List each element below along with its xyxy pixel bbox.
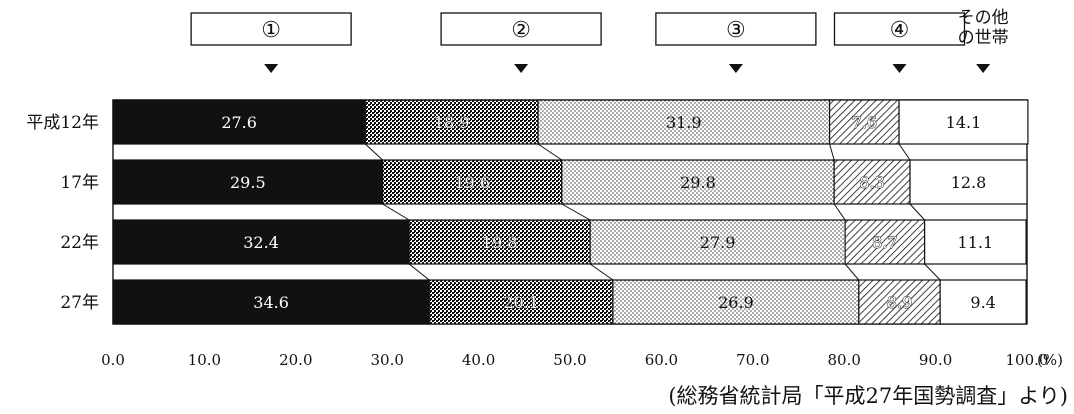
data-label: 27.6: [221, 113, 257, 132]
x-tick-label: 70.0: [736, 351, 769, 369]
legend-label: ①: [261, 18, 281, 43]
legend-label: その他: [958, 8, 1009, 28]
bar-segment: [589, 219, 846, 265]
connector-line: [898, 143, 911, 161]
legend-label: ③: [726, 18, 746, 43]
data-label: 19.6: [454, 173, 490, 192]
data-label: 14.1: [946, 113, 982, 132]
x-tick-label: 10.0: [188, 351, 221, 369]
legend-arrow: [892, 64, 907, 73]
legend-arrow: [976, 64, 991, 73]
connector-line: [537, 143, 563, 161]
bar-segment: [924, 219, 1027, 265]
bar-segment: [408, 219, 591, 265]
bar-segment: [939, 279, 1027, 325]
data-label: 8.3: [859, 173, 884, 192]
bar-segment: [828, 99, 900, 145]
connector-lines: [364, 143, 941, 281]
bar-segments: 27.6 18.9 31.9 7.6 14.1 29.5 19.6 29.8 8.3 12.8 32…: [112, 99, 1029, 325]
data-label: 7.6: [852, 113, 877, 132]
data-label: 20.1: [503, 293, 539, 312]
data-label: 18.9: [434, 113, 470, 132]
data-label: 32.4: [243, 233, 279, 252]
x-tick-label: 60.0: [645, 351, 678, 369]
data-label: 8.9: [887, 293, 912, 312]
x-tick-label: 80.0: [827, 351, 860, 369]
data-label: 27.9: [700, 233, 736, 252]
bar-segment: [612, 279, 860, 325]
data-label: 34.6: [253, 293, 289, 312]
source-note: (総務省統計局「平成27年国勢調査」より): [668, 384, 1068, 408]
data-label: 31.9: [666, 113, 702, 132]
legend-box: [655, 12, 817, 46]
data-label: 19.8: [482, 233, 518, 252]
data-label: 11.1: [958, 233, 994, 252]
category-label: 平成12年: [26, 113, 99, 133]
bar-segment: [909, 159, 1028, 205]
bar-segment: [858, 279, 941, 325]
connector-line: [844, 263, 860, 281]
category-label: 27年: [60, 293, 99, 313]
legend-label: の世帯: [958, 28, 1009, 48]
bar-segment: [898, 99, 1029, 145]
data-label: 26.9: [718, 293, 754, 312]
x-axis-ticks: 0.0 10.0 20.0 30.0 40.0 50.0 60.0 70.0 80.0 90.0 1…: [101, 351, 1048, 369]
connector-line: [909, 203, 926, 221]
connector-line: [561, 203, 591, 221]
x-tick-label: 20.0: [279, 351, 312, 369]
bar-segment: [537, 99, 831, 145]
bar-segment: [428, 279, 614, 325]
x-tick-label: 90.0: [919, 351, 952, 369]
x-axis-unit: (%): [1037, 351, 1063, 369]
data-label: 8.7: [872, 233, 897, 252]
connector-line: [829, 143, 835, 161]
connector-line: [408, 263, 430, 281]
bar-segment: [112, 99, 366, 145]
x-tick-label: 40.0: [462, 351, 495, 369]
legend-box: [440, 12, 602, 46]
connector-line: [924, 263, 941, 281]
connector-line: [833, 203, 846, 221]
bar-segment: [112, 159, 384, 205]
bar-segment: [112, 219, 410, 265]
connector-line: [382, 203, 410, 221]
connector-line: [364, 143, 383, 161]
x-tick-label: 50.0: [553, 351, 586, 369]
bar-segment: [364, 99, 539, 145]
x-tick-label: 30.0: [370, 351, 403, 369]
legend-box: [190, 12, 352, 46]
x-tick-label: 0.0: [101, 351, 125, 369]
data-label: 12.8: [951, 173, 987, 192]
x-tick-label: 100.0: [1006, 351, 1049, 369]
legend-box: [833, 12, 966, 46]
data-label: 29.8: [680, 173, 716, 192]
category-label: 22年: [60, 233, 99, 253]
connector-line: [589, 263, 614, 281]
legend-label: ②: [511, 18, 531, 43]
legend-label: ④: [890, 18, 910, 43]
legend-arrow: [264, 64, 279, 73]
category-label: 17年: [60, 173, 99, 193]
legend-arrow: [728, 64, 743, 73]
bar-segment: [844, 219, 926, 265]
data-label: 9.4: [970, 293, 995, 312]
legend-arrow: [514, 64, 529, 73]
category-labels: 平成12年 17年 22年 27年: [26, 113, 99, 313]
bar-segment: [561, 159, 835, 205]
bar-segment: [112, 279, 430, 325]
data-label: 29.5: [230, 173, 266, 192]
